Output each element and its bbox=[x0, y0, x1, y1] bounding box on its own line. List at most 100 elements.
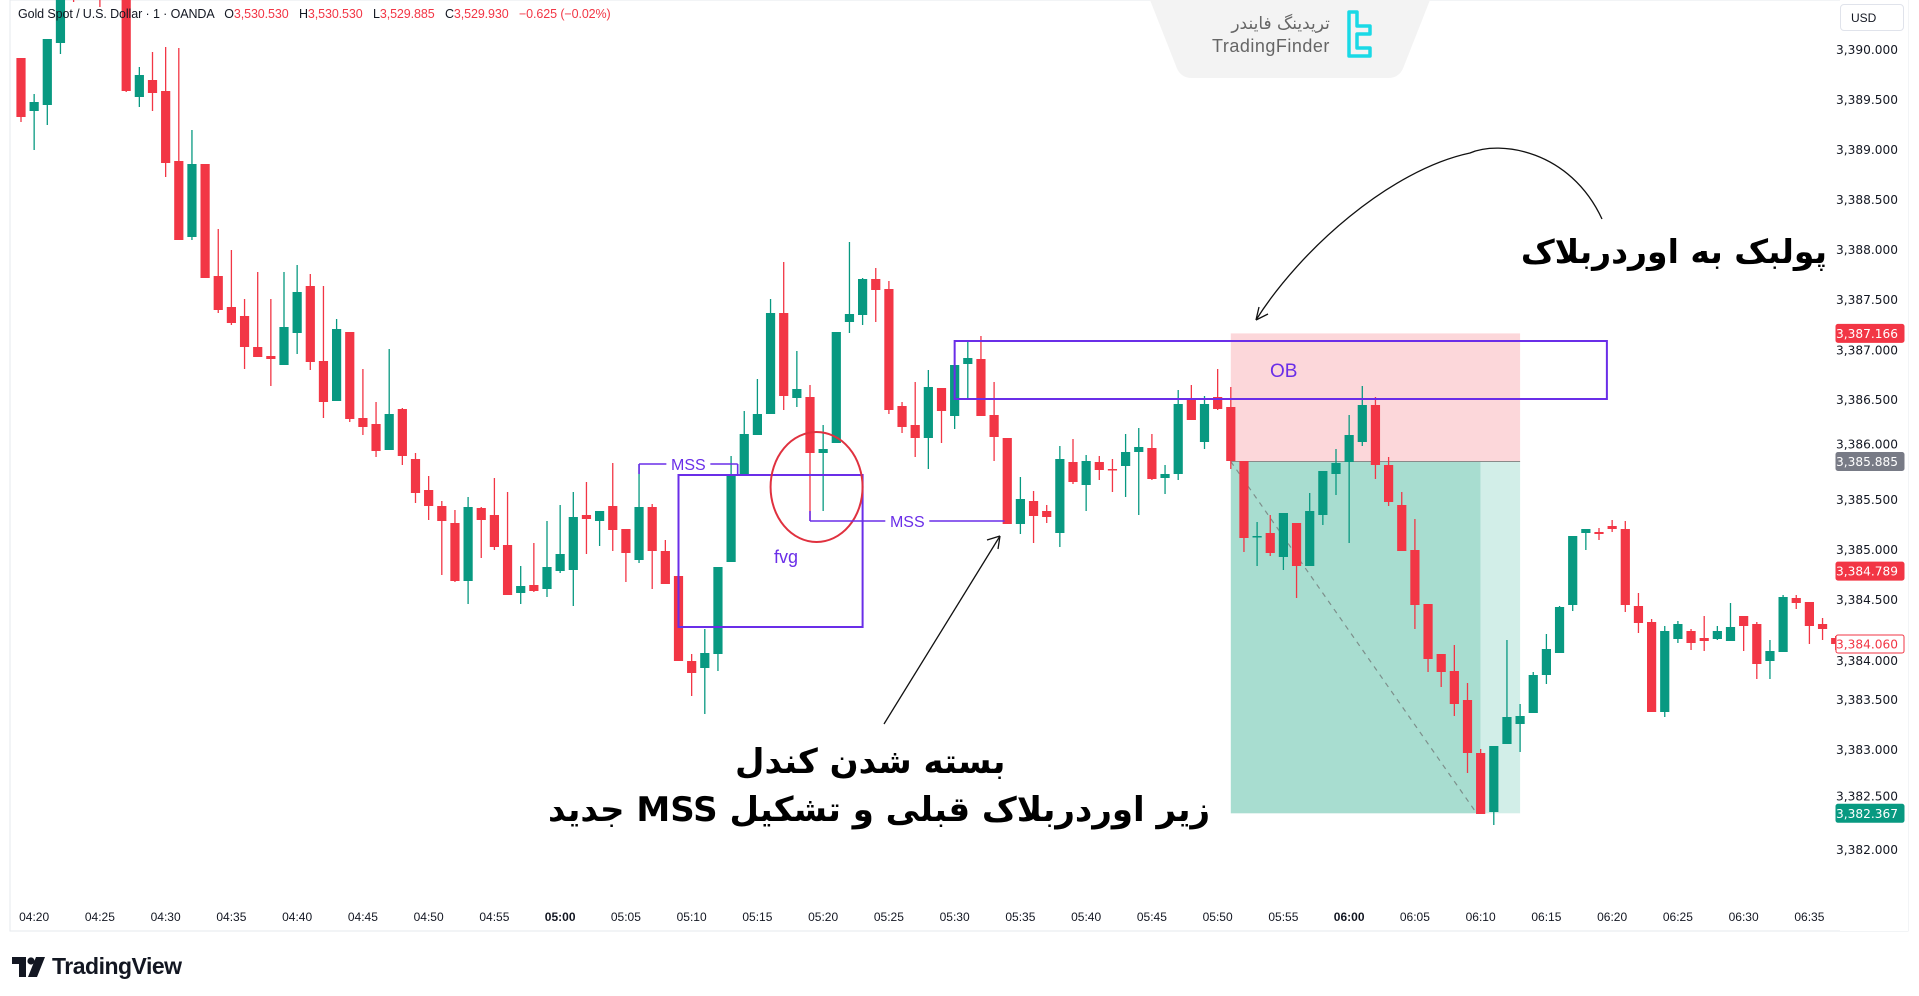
open-value: 3,530.530 bbox=[233, 7, 289, 21]
candle-body bbox=[779, 313, 789, 396]
close-annotation-line2: زیر اوردربلاک قبلی و تشکیل MSS جدید bbox=[548, 790, 1211, 830]
candle bbox=[1410, 519, 1420, 629]
candle bbox=[1121, 434, 1131, 497]
candle-body bbox=[200, 164, 210, 278]
candle bbox=[1607, 520, 1617, 532]
candle bbox=[1226, 387, 1236, 469]
candle bbox=[1160, 465, 1170, 494]
candle-body bbox=[1028, 501, 1039, 516]
candle-body bbox=[226, 307, 236, 323]
candle-body bbox=[279, 327, 289, 365]
candle bbox=[29, 94, 39, 150]
candle bbox=[1594, 528, 1604, 540]
candle-body bbox=[1370, 405, 1381, 465]
candle-body bbox=[1318, 471, 1328, 515]
candle-body bbox=[1568, 536, 1578, 605]
time-tick-label: 06:25 bbox=[1663, 910, 1693, 924]
candle-body bbox=[187, 164, 197, 237]
price-tick-label: 3,387.500 bbox=[1836, 293, 1898, 307]
arrow-to-close-candle bbox=[883, 535, 1001, 725]
candle bbox=[1725, 603, 1736, 641]
close-annotation-line1: بسته شدن کندل bbox=[735, 742, 1006, 782]
arrowhead-icon bbox=[1255, 306, 1269, 321]
candle bbox=[213, 229, 223, 313]
price-tick-label: 3,384.500 bbox=[1836, 593, 1898, 607]
candle-body bbox=[1068, 462, 1078, 482]
candle-body bbox=[647, 507, 657, 551]
time-tick-label: 06:15 bbox=[1531, 910, 1561, 924]
candle bbox=[1554, 606, 1565, 653]
candle-body bbox=[384, 414, 394, 450]
price-badge-label: 3,385.885 bbox=[1836, 455, 1898, 469]
price-tick-label: 3,382.000 bbox=[1836, 843, 1898, 857]
candle-body bbox=[831, 332, 841, 443]
candle bbox=[963, 341, 973, 400]
candle-body bbox=[1739, 616, 1749, 626]
time-tick-label: 05:00 bbox=[545, 910, 576, 924]
candle bbox=[1804, 602, 1814, 644]
candle bbox=[1199, 396, 1210, 449]
candle-body bbox=[161, 91, 171, 163]
candle bbox=[752, 379, 762, 435]
candle bbox=[489, 478, 499, 550]
candle bbox=[476, 507, 486, 558]
candle-body bbox=[502, 545, 513, 595]
candle bbox=[1384, 457, 1394, 506]
candle bbox=[1423, 604, 1433, 672]
candle-body bbox=[1581, 529, 1591, 533]
watermark-name-fa: تریدینگ فایندر bbox=[1231, 14, 1330, 34]
candle-body bbox=[713, 567, 723, 654]
candle bbox=[647, 504, 657, 589]
candle bbox=[1778, 595, 1788, 652]
candle-body bbox=[542, 567, 552, 589]
candle-body bbox=[752, 414, 762, 435]
candle-body bbox=[1291, 523, 1302, 566]
candle-body bbox=[1620, 529, 1630, 605]
highlight-circle[interactable] bbox=[769, 431, 864, 543]
candle-body bbox=[858, 279, 868, 315]
low-value: 3,529.885 bbox=[379, 7, 435, 21]
symbol-name[interactable]: Gold Spot / U.S. Dollar · 1 · OANDA bbox=[18, 7, 214, 21]
price-tick-label: 3,383.000 bbox=[1836, 743, 1898, 757]
candle-body bbox=[1344, 435, 1354, 462]
candle-body bbox=[1186, 400, 1196, 420]
candle-body bbox=[147, 80, 158, 93]
candle-body bbox=[318, 361, 329, 402]
candle bbox=[1568, 536, 1578, 611]
candle bbox=[1817, 618, 1828, 640]
candle bbox=[1213, 369, 1223, 410]
candle bbox=[463, 497, 473, 604]
candle bbox=[1647, 619, 1657, 712]
fvg-box[interactable] bbox=[677, 474, 864, 628]
candle-body bbox=[1607, 526, 1617, 529]
candle bbox=[713, 567, 723, 671]
candle bbox=[1278, 513, 1288, 570]
candle bbox=[831, 332, 841, 443]
candle bbox=[1791, 595, 1801, 609]
price-tick-label: 3,389.500 bbox=[1836, 93, 1898, 107]
candle-body bbox=[700, 653, 710, 668]
candle-body bbox=[397, 409, 407, 456]
candle bbox=[502, 492, 513, 595]
candle-body bbox=[1752, 624, 1762, 664]
candle bbox=[700, 629, 710, 714]
candle bbox=[542, 521, 552, 597]
candle bbox=[318, 286, 329, 418]
candle bbox=[305, 274, 315, 370]
candle-body bbox=[1226, 407, 1236, 461]
price-badge-label: 3,384.060 bbox=[1836, 638, 1898, 652]
candle bbox=[1620, 521, 1630, 612]
candle-body bbox=[910, 425, 920, 438]
currency-button[interactable]: USD bbox=[1840, 4, 1904, 31]
candle bbox=[805, 385, 815, 521]
candle-body bbox=[1107, 469, 1118, 471]
time-tick-label: 04:35 bbox=[216, 910, 246, 924]
candle bbox=[1305, 493, 1315, 566]
time-tick-label: 05:15 bbox=[742, 910, 772, 924]
tradingview-logo[interactable]: TradingView bbox=[12, 953, 182, 980]
order-block-box[interactable] bbox=[953, 340, 1608, 400]
time-tick-label: 05:50 bbox=[1203, 910, 1233, 924]
candle bbox=[1094, 456, 1104, 480]
candle bbox=[871, 268, 881, 322]
